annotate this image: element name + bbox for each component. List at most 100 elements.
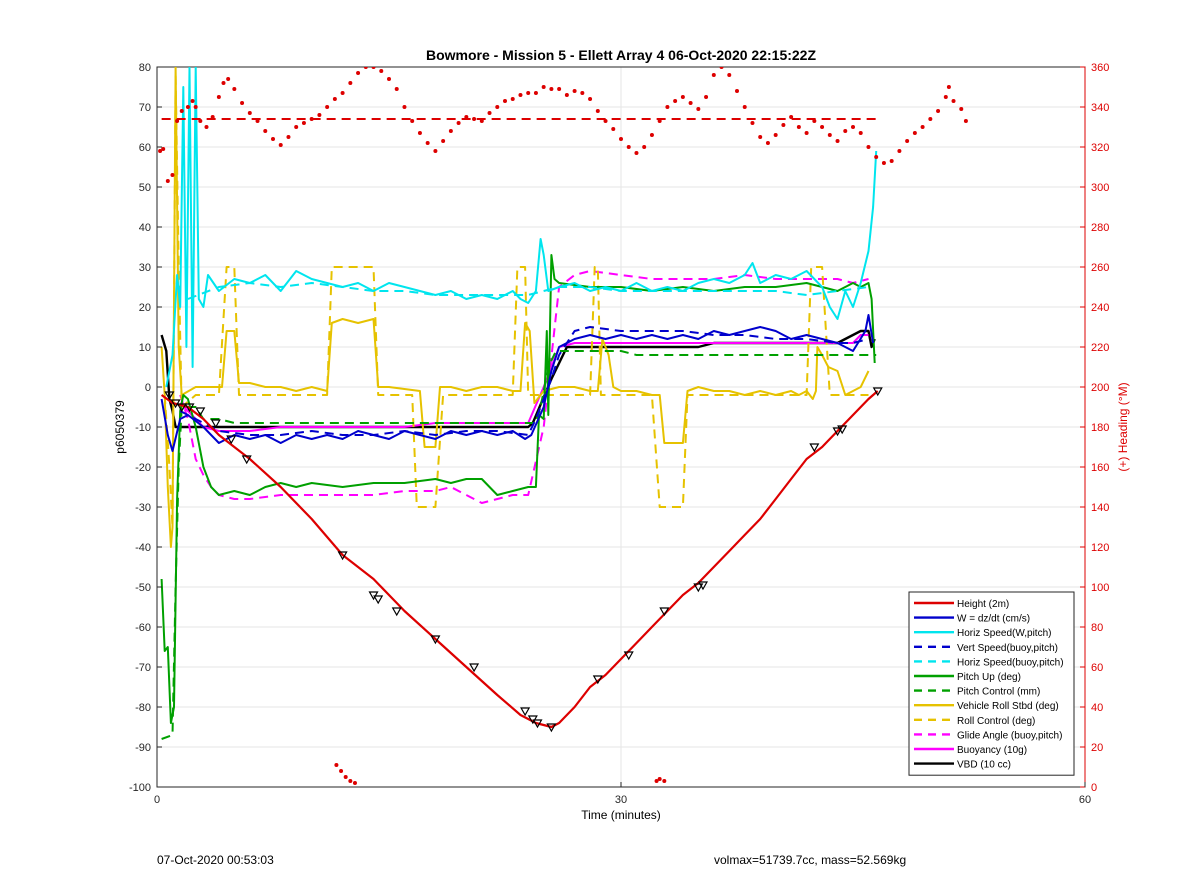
heading-point (503, 99, 507, 103)
surface-marker (469, 663, 480, 673)
heading-point (193, 105, 198, 109)
y-tick-label: 60 (139, 142, 151, 154)
y-axis-label: p6050379 (113, 400, 127, 454)
y2-tick-label: 80 (1091, 622, 1103, 634)
heading-point (175, 119, 180, 123)
y2-tick-label: 0 (1091, 782, 1097, 794)
x-axis: 0 30 60 (154, 782, 1091, 806)
heading-point (198, 119, 203, 123)
surface-marker (176, 403, 187, 413)
y2-tick-label: 360 (1091, 62, 1109, 74)
y-axis-left: -100-90-80-70-60-50-40-30-20-10010203040… (129, 62, 162, 794)
series-line-5 (160, 254, 876, 724)
heading-point (301, 121, 306, 125)
heading-point (912, 131, 917, 135)
surface-marker (210, 419, 221, 429)
heading-point (804, 131, 809, 135)
series-line-7 (160, 67, 870, 548)
heading-point (533, 91, 538, 95)
surface-marker (337, 551, 348, 561)
y2-tick-label: 260 (1091, 262, 1109, 274)
heading-point (278, 143, 283, 147)
series-line-9 (179, 270, 869, 504)
heading-point (339, 769, 344, 773)
heading-point (165, 179, 170, 183)
heading-point (936, 109, 941, 113)
heading-point (796, 125, 801, 129)
heading-point (649, 133, 654, 137)
heading-point (943, 95, 948, 99)
heading-point (897, 149, 902, 153)
heading-point (356, 71, 361, 75)
series-line-2 (165, 67, 878, 388)
heading-point (348, 81, 353, 85)
heading-point (309, 117, 314, 121)
series-line-3 (179, 326, 869, 436)
heading-point (417, 131, 422, 135)
heading-point (595, 109, 600, 113)
y-tick-label: 50 (139, 182, 151, 194)
y2-tick-label: 40 (1091, 702, 1103, 714)
heading-point (325, 105, 330, 109)
heading-point (959, 107, 964, 111)
surface-marker (226, 435, 237, 445)
heading-point (719, 67, 724, 69)
series-line-1 (160, 314, 875, 452)
surface-marker (659, 607, 670, 617)
heading-point (343, 775, 348, 779)
heading-point (433, 149, 438, 153)
series-line-0 (160, 390, 879, 729)
heading-point (332, 97, 337, 101)
y2-tick-label: 340 (1091, 102, 1109, 114)
heading-point (526, 91, 531, 95)
surface-marker (430, 635, 441, 645)
heading-point (951, 99, 956, 103)
y-tick-label: -80 (135, 702, 151, 714)
heading-point (835, 139, 840, 143)
heading-point (232, 87, 237, 91)
heading-point (495, 105, 500, 109)
series-layer (160, 67, 879, 740)
surface-marker (592, 675, 603, 685)
y2-tick-label: 280 (1091, 222, 1109, 234)
footer-timestamp: 07-Oct-2020 00:53:03 (157, 853, 274, 867)
heading-point (190, 99, 195, 103)
heading-point (271, 137, 275, 141)
y2-tick-label: 320 (1091, 142, 1109, 154)
heading-point (758, 135, 763, 139)
heading-point (204, 125, 209, 129)
series-line-4 (187, 282, 869, 300)
heading-point (765, 141, 770, 145)
x-tick-label: 0 (154, 794, 160, 806)
heading-point (564, 93, 569, 97)
heading-point (185, 105, 190, 109)
legend-entry-label: W = dz/dt (cm/s) (957, 614, 1030, 625)
y-tick-label: 20 (139, 302, 151, 314)
heading-point (402, 105, 407, 109)
heading-point (170, 173, 175, 177)
chart-title: Bowmore - Mission 5 - Ellett Array 4 06-… (426, 47, 817, 63)
surface-marker (623, 651, 634, 661)
surface-marker (809, 443, 820, 453)
heading-point (541, 85, 546, 89)
heading-point (889, 159, 894, 163)
y2-tick-label: 160 (1091, 462, 1109, 474)
heading-point (634, 151, 639, 155)
series-line-11 (160, 329, 876, 429)
heading-point (240, 101, 245, 105)
heading-point (735, 89, 739, 93)
heading-point (781, 123, 786, 127)
heading-point (161, 147, 166, 151)
heading-point (557, 87, 562, 91)
legend-entry-label: Vehicle Roll Stbd (deg) (957, 701, 1059, 712)
heading-point (210, 115, 215, 119)
surface-marker (520, 707, 531, 717)
y2-axis-label: (+) Heading (°M) (1116, 382, 1130, 471)
heading-point (812, 119, 817, 123)
heading-point (387, 77, 391, 81)
y2-tick-label: 140 (1091, 502, 1109, 514)
heading-point (673, 99, 678, 103)
legend-entry-label: Horiz Speed(W,pitch) (957, 628, 1051, 639)
y2-tick-label: 200 (1091, 382, 1109, 394)
heading-point (510, 97, 515, 101)
